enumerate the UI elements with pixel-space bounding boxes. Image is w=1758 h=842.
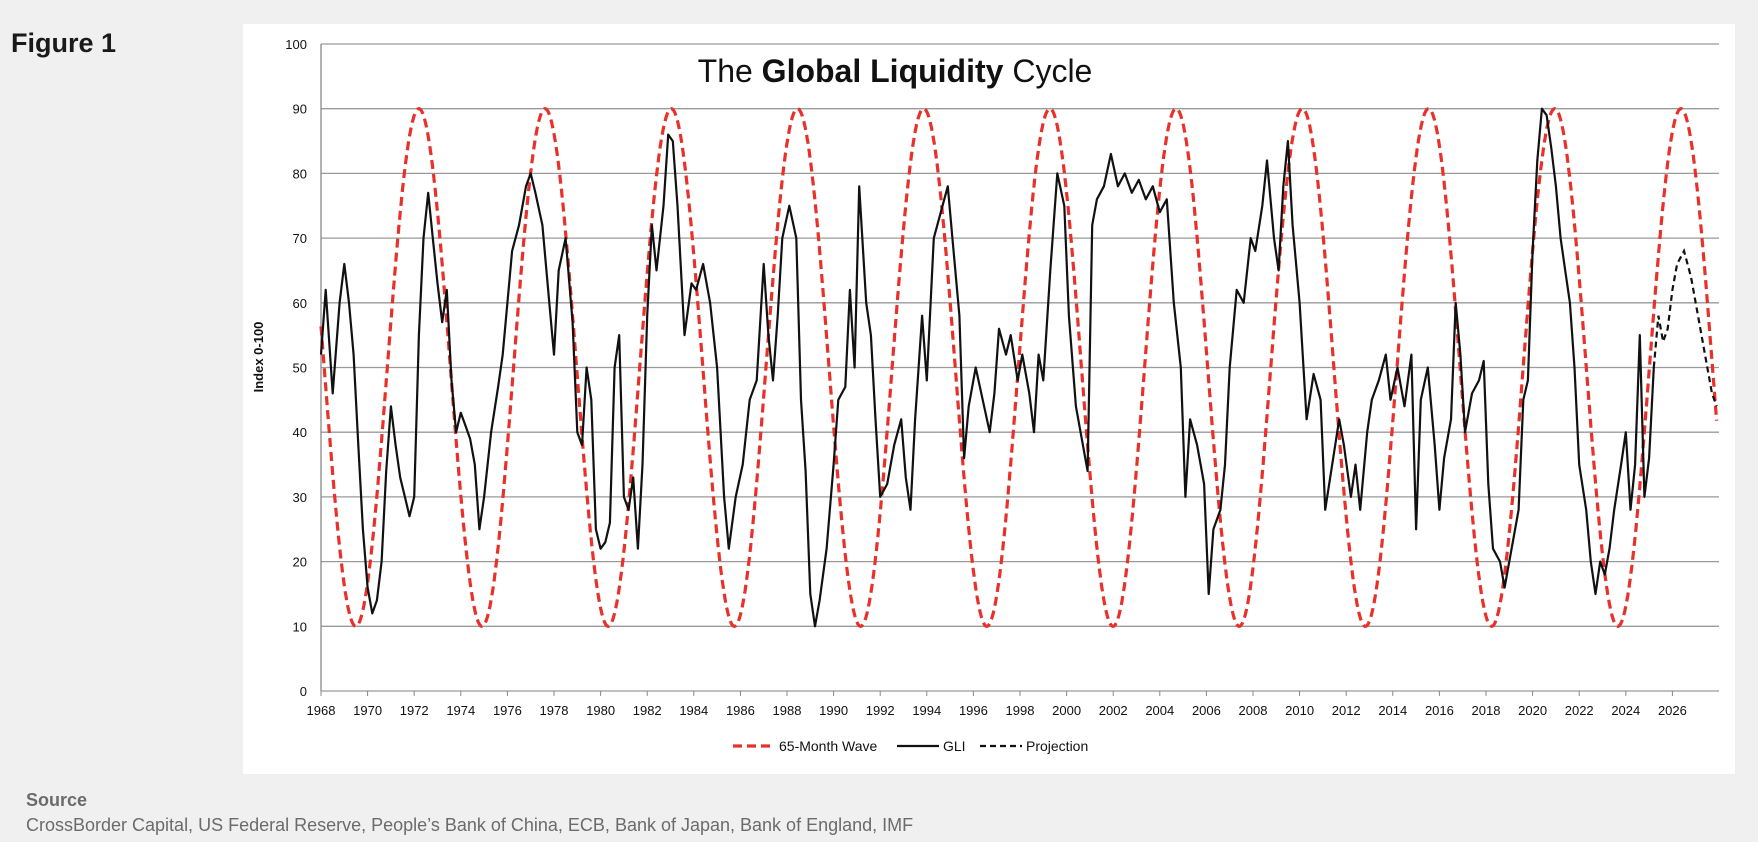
- x-tick-label: 2012: [1332, 703, 1361, 718]
- y-tick-label: 80: [293, 166, 307, 181]
- chart-title: The Global Liquidity Cycle: [698, 53, 1093, 89]
- x-tick-label: 1992: [866, 703, 895, 718]
- y-tick-label: 20: [293, 555, 307, 570]
- series-65-month-wave: [319, 107, 1719, 628]
- source-heading: Source: [26, 790, 88, 810]
- x-tick-label: 1968: [307, 703, 336, 718]
- y-tick-label: 40: [293, 425, 307, 440]
- x-tick-label: 1996: [959, 703, 988, 718]
- legend-label: 65-Month Wave: [779, 738, 878, 754]
- series-lines: [319, 107, 1719, 628]
- x-tick-label: 2014: [1378, 703, 1407, 718]
- x-tick-label: 2002: [1099, 703, 1128, 718]
- title-part-1: The: [698, 53, 762, 89]
- x-tick-label: 2018: [1472, 703, 1501, 718]
- legend-label: GLI: [943, 738, 966, 754]
- y-tick-label: 30: [293, 490, 307, 505]
- series-projection: [1652, 248, 1718, 407]
- x-tick-label: 1976: [493, 703, 522, 718]
- x-tick-label: 1978: [540, 703, 569, 718]
- x-tick-label: 2006: [1192, 703, 1221, 718]
- x-tick-label: 1980: [586, 703, 615, 718]
- y-axis-label: Index 0-100: [251, 322, 266, 393]
- x-tick-label: 1970: [353, 703, 382, 718]
- title-part-2: Global Liquidity: [762, 53, 1004, 89]
- x-tick-label: 2016: [1425, 703, 1454, 718]
- legend: 65-Month Wave GLI Projection: [733, 738, 1088, 754]
- source-text: CrossBorder Capital, US Federal Reserve,…: [26, 815, 914, 835]
- x-tick-label: 2020: [1518, 703, 1547, 718]
- x-tick-label: 2004: [1145, 703, 1174, 718]
- x-tick-labels: 1968 1970 1972 1974 1976 1978 1980 1982 1984 1986…: [307, 691, 1687, 718]
- x-tick-label: 2000: [1052, 703, 1081, 718]
- x-tick-label: 2026: [1658, 703, 1687, 718]
- y-tick-label: 70: [293, 231, 307, 246]
- y-tick-label: 60: [293, 296, 307, 311]
- x-tick-label: 1982: [633, 703, 662, 718]
- y-tick-label: 10: [293, 619, 307, 634]
- series-gli: [319, 107, 1655, 628]
- legend-label: Projection: [1026, 738, 1088, 754]
- x-tick-label: 1990: [819, 703, 848, 718]
- x-tick-label: 1986: [726, 703, 755, 718]
- source-block: Source CrossBorder Capital, US Federal R…: [26, 790, 913, 836]
- chart-panel: 0 10 20 30 40 50 60 70 80 90 100 1968 1970 1972 1974 1…: [243, 24, 1735, 774]
- x-tick-label: 2010: [1285, 703, 1314, 718]
- x-tick-label: 1974: [446, 703, 475, 718]
- x-tick-label: 2008: [1239, 703, 1268, 718]
- x-tick-label: 1998: [1006, 703, 1035, 718]
- y-tick-label: 50: [293, 361, 307, 376]
- x-tick-label: 1988: [773, 703, 802, 718]
- y-tick-labels: 0 10 20 30 40 50 60 70 80 90 100: [285, 37, 307, 699]
- x-tick-label: 1972: [400, 703, 429, 718]
- title-part-3: Cycle: [1003, 53, 1092, 89]
- x-tick-label: 1984: [679, 703, 708, 718]
- x-tick-label: 1994: [912, 703, 941, 718]
- figure-label: Figure 1: [11, 28, 117, 58]
- x-tick-label: 2022: [1565, 703, 1594, 718]
- y-tick-label: 90: [293, 102, 307, 117]
- x-tick-label: 2024: [1611, 703, 1640, 718]
- y-tick-label: 100: [285, 37, 307, 52]
- y-tick-label: 0: [300, 684, 307, 699]
